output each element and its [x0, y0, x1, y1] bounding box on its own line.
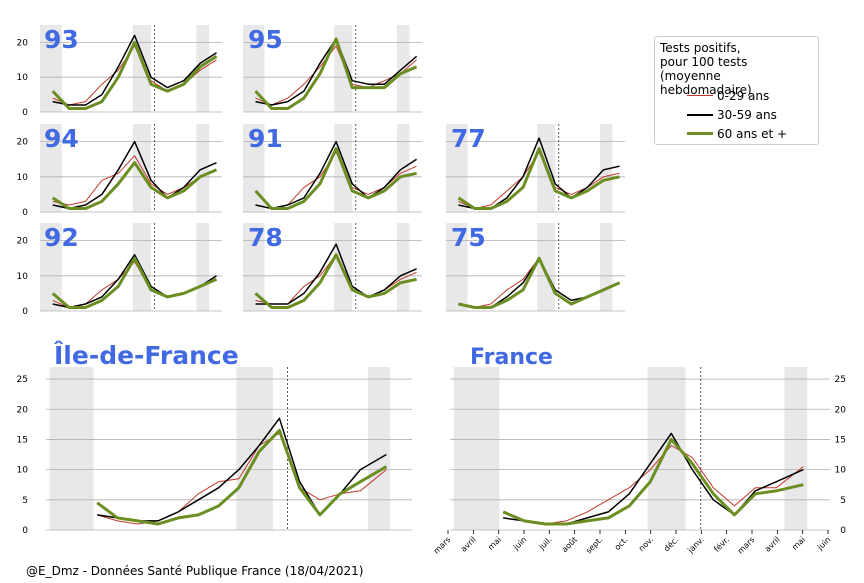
- y-tick-label: 5: [840, 496, 846, 506]
- x-tick-label: mai: [790, 535, 807, 552]
- x-tick-label: juin: [511, 535, 528, 552]
- x-tick-label: janv.: [685, 535, 705, 555]
- panel-title: 95: [248, 25, 283, 54]
- shaded-period-2: [784, 367, 808, 530]
- y-tick-label: 5: [22, 496, 28, 506]
- shaded-period-0: [453, 367, 500, 530]
- y-tick-label: 10: [17, 466, 29, 476]
- shaded-period-2: [368, 367, 391, 530]
- series-line-2: [254, 147, 417, 210]
- series-line-1: [52, 34, 217, 106]
- y-tick-label: 20: [17, 138, 29, 148]
- series-line-2: [51, 256, 218, 309]
- x-tick-label: avril: [763, 535, 782, 554]
- shaded-period-2: [196, 223, 210, 311]
- y-tick-label: 0: [840, 526, 846, 536]
- y-tick-label: 20: [17, 38, 29, 48]
- panel-title: Île-de-France: [54, 341, 239, 370]
- x-tick-label: oct.: [613, 535, 630, 552]
- x-tick-label: nov.: [637, 535, 655, 553]
- series-line-1: [255, 243, 417, 305]
- panel-title: 75: [451, 223, 486, 252]
- shaded-period-0: [243, 124, 265, 212]
- legend-title-line-3: (moyenne hebdomadaire): [660, 69, 752, 97]
- y-tick-label: 15: [17, 435, 28, 445]
- shaded-period-0: [40, 25, 62, 112]
- shaded-period-0: [40, 223, 62, 311]
- panel-title: 93: [44, 25, 79, 54]
- series-line-2: [502, 437, 804, 526]
- legend-label-old: 60 ans et +: [717, 127, 788, 141]
- series-line-1: [255, 140, 418, 210]
- shaded-period-1: [132, 223, 152, 311]
- legend-label-young: 0-29 ans: [717, 89, 770, 103]
- y-tick-label: 25: [835, 375, 846, 385]
- series-line-2: [254, 253, 417, 309]
- series-line-0: [255, 45, 417, 106]
- x-tick-label: févr.: [712, 534, 732, 554]
- series-line-2: [51, 40, 218, 110]
- y-tick-label: 10: [835, 466, 847, 476]
- legend: Tests positifs, pour 100 tests (moyenne …: [654, 36, 819, 145]
- x-tick-label: mars: [432, 535, 453, 556]
- x-tick-label: juil.: [537, 535, 554, 552]
- y-tick-label: 20: [17, 405, 29, 415]
- legend-label-mid: 30-59 ans: [717, 108, 777, 122]
- y-tick-label: 20: [835, 405, 847, 415]
- y-tick-label: 0: [22, 526, 28, 536]
- panel-title: France: [470, 345, 553, 370]
- shaded-period-2: [599, 124, 613, 212]
- series-line-2: [96, 428, 388, 526]
- shaded-period-0: [446, 124, 468, 212]
- series-line-1: [52, 140, 217, 210]
- y-tick-label: 10: [17, 73, 29, 83]
- shaded-period-1: [236, 367, 273, 530]
- x-tick-label: avril: [459, 535, 478, 554]
- x-tick-label: mars: [736, 535, 757, 556]
- shaded-period-0: [49, 367, 94, 530]
- legend-swatch-young: [687, 95, 713, 96]
- x-tick-label: sept.: [584, 535, 604, 555]
- panel-title: 94: [44, 124, 79, 153]
- shaded-period-0: [243, 223, 265, 311]
- x-tick-label: juin: [815, 535, 832, 552]
- panel-title: 78: [248, 223, 283, 252]
- y-tick-label: 0: [22, 208, 28, 218]
- panel-title: 92: [44, 223, 79, 252]
- y-tick-label: 20: [17, 237, 29, 247]
- legend-swatch-old: [687, 132, 713, 135]
- series-line-2: [254, 37, 418, 110]
- series-line-0: [52, 155, 217, 206]
- series-line-2: [458, 256, 621, 309]
- legend-title-line-2: pour 100 tests: [660, 55, 748, 69]
- source-footer: @E_Dmz - Données Santé Publique France (…: [26, 564, 364, 578]
- shaded-period-0: [446, 223, 468, 311]
- y-tick-label: 10: [17, 272, 29, 282]
- shaded-period-0: [243, 25, 265, 112]
- panel-title: 77: [451, 124, 486, 153]
- shaded-period-2: [599, 223, 613, 311]
- shaded-period-1: [537, 223, 556, 311]
- shaded-period-2: [396, 223, 410, 311]
- series-line-2: [51, 161, 218, 210]
- panel-title: 91: [248, 124, 283, 153]
- legend-title-line-1: Tests positifs,: [660, 41, 741, 55]
- series-line-2: [457, 147, 620, 210]
- y-tick-label: 25: [17, 375, 28, 385]
- y-tick-label: 10: [17, 173, 29, 183]
- y-tick-label: 0: [22, 307, 28, 317]
- x-tick-label: mai: [486, 535, 503, 552]
- legend-swatch-mid: [687, 114, 713, 116]
- shaded-period-0: [40, 124, 62, 212]
- x-tick-label: déc.: [661, 534, 680, 553]
- x-tick-label: août: [560, 535, 579, 554]
- y-tick-label: 15: [835, 435, 846, 445]
- y-tick-label: 0: [22, 108, 28, 118]
